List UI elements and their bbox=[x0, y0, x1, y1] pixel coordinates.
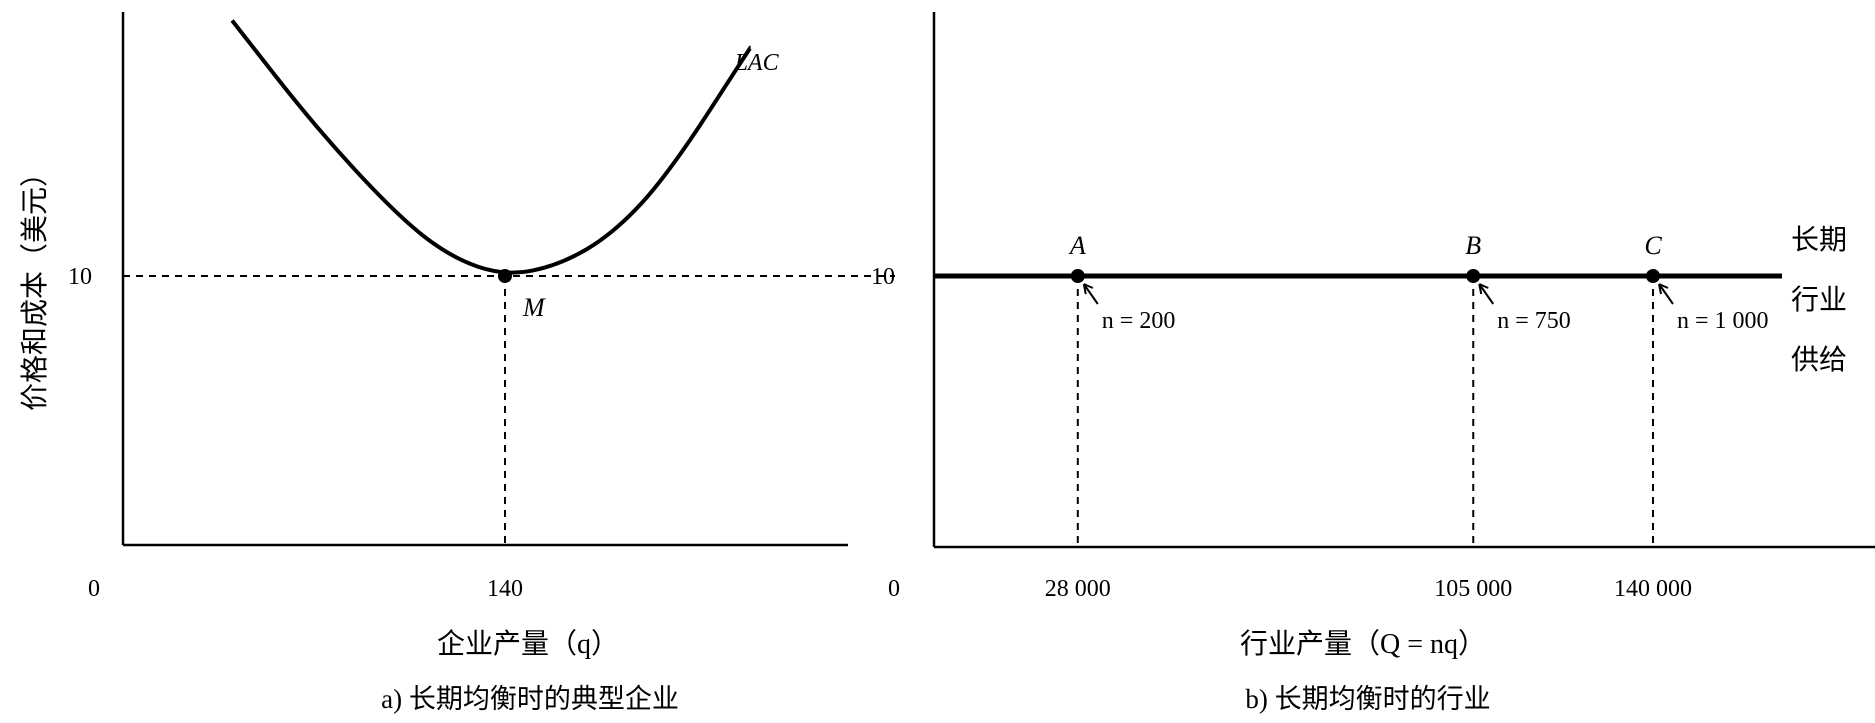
panel-b-y-tick-10: 10 bbox=[871, 264, 895, 290]
point-a-marker bbox=[1070, 269, 1085, 283]
lac-label: LAC bbox=[734, 50, 780, 76]
point-a-arrow bbox=[1082, 283, 1099, 305]
panel-b-x-tick-a: 28 000 bbox=[1045, 576, 1111, 602]
panel-b-points: An = 200 28 000 Bn = 750 105 000 Cn = 1 000 1… bbox=[1045, 231, 1769, 602]
point-c-label: C bbox=[1644, 231, 1662, 260]
supply-label-line-2: 行业 bbox=[1791, 284, 1847, 316]
point-m-label: M bbox=[522, 293, 546, 322]
supply-label-line-3: 供给 bbox=[1791, 344, 1847, 376]
supply-label-line-1: 长期 bbox=[1791, 224, 1847, 256]
panel-b-x-tick-c: 140 000 bbox=[1614, 576, 1692, 602]
panel-a-x-axis-label: 企业产量（q） bbox=[437, 628, 619, 660]
point-a-label: A bbox=[1068, 231, 1086, 260]
point-b-count: n = 750 bbox=[1497, 308, 1571, 334]
panel-b-caption: b) 长期均衡时的行业 bbox=[1245, 684, 1490, 714]
panel-a: M LAC 0 140 10 价格和成本（美元） 企业产量（q） a) 长期均衡… bbox=[19, 12, 895, 714]
point-b-label: B bbox=[1465, 231, 1481, 260]
point-c-marker bbox=[1646, 269, 1660, 283]
panel-b: 长期 行业 供给 0 10 行业产量（Q = nq） b) 长期均衡时的行业 A… bbox=[871, 12, 1875, 714]
point-m-marker bbox=[498, 269, 512, 283]
panel-b-x-axis-label: 行业产量（Q = nq） bbox=[1240, 628, 1486, 660]
panel-b-x-tick-0: 0 bbox=[888, 576, 900, 602]
lac-curve bbox=[230, 19, 753, 275]
panel-a-y-tick-10: 10 bbox=[68, 264, 92, 290]
point-a-count: n = 200 bbox=[1102, 308, 1176, 334]
panel-a-x-tick-140: 140 bbox=[487, 576, 523, 602]
point-c-count: n = 1 000 bbox=[1677, 308, 1769, 334]
panel-b-x-tick-b: 105 000 bbox=[1434, 576, 1512, 602]
panel-a-x-tick-0: 0 bbox=[88, 576, 100, 602]
point-b-marker bbox=[1466, 269, 1481, 283]
panel-a-y-axis-label: 价格和成本（美元） bbox=[19, 159, 51, 411]
point-b-arrow bbox=[1478, 283, 1495, 305]
panel-a-caption: a) 长期均衡时的典型企业 bbox=[381, 684, 679, 714]
point-c-arrow bbox=[1658, 283, 1674, 305]
